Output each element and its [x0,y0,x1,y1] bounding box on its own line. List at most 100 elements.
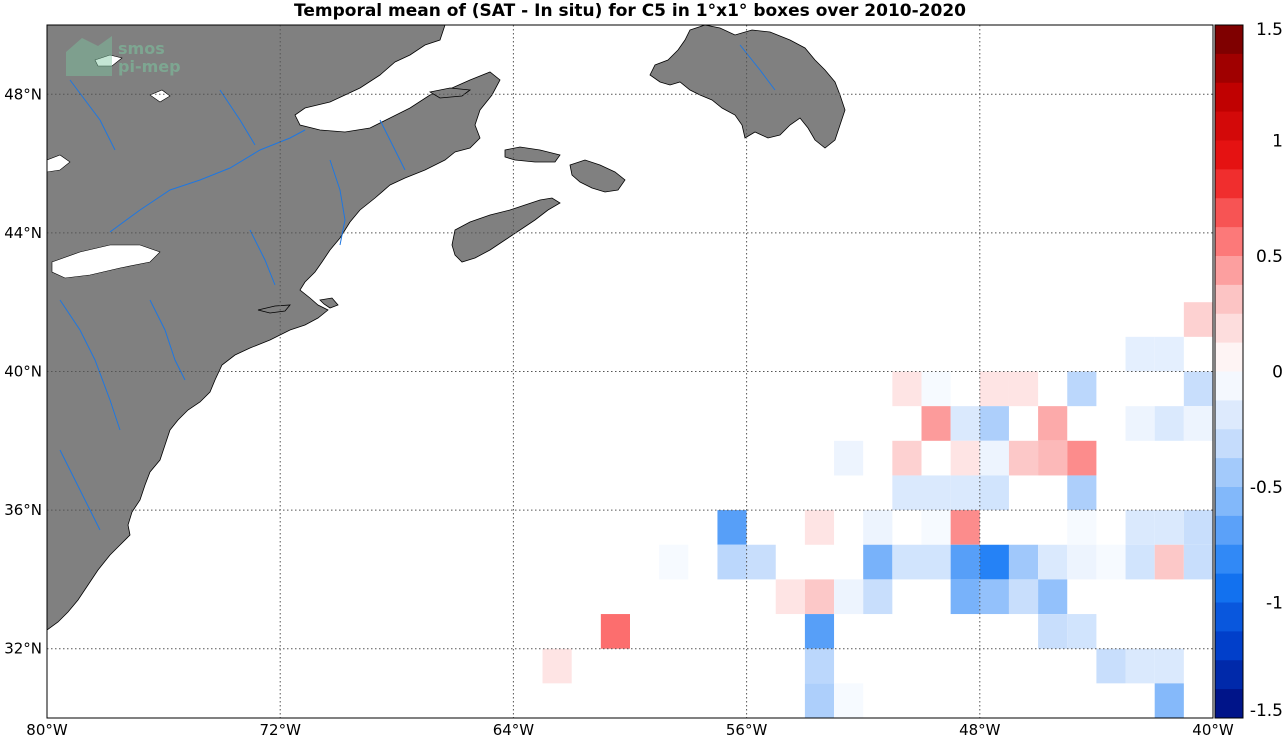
colorbar-segment [1215,53,1243,84]
data-cell [1067,614,1097,649]
river-saint-john [379,119,406,171]
colorbar-tick-label: -1 [1266,594,1283,614]
data-cell [1008,440,1039,476]
data-cell [1183,406,1213,441]
data-cell [746,544,776,580]
colorbar-segment [1215,25,1243,55]
lat-tick-label: 36°N [4,501,42,519]
st-lawrence-river [109,129,306,233]
colorbar-segment [1215,573,1243,603]
latitude-ticks: 32°N 36°N 40°N 44°N 48°N [4,85,42,657]
cape-breton-land [569,159,626,193]
watermark-icon [66,36,112,76]
data-cell [1271,510,1287,545]
colorbar-tick-label: -0.5 [1250,478,1283,498]
data-cell [921,371,951,407]
data-cell [1038,440,1068,476]
lon-tick-label: 80°W [26,721,68,738]
data-cell [1067,510,1097,545]
page-title: Temporal mean of (SAT - In situ) for C5 … [294,1,966,21]
colorbar-segment [1215,169,1243,199]
data-cell [717,544,747,580]
colorbar-segment [1215,602,1243,632]
colorbar-frame [1214,24,1244,719]
lon-tick-label: 48°W [959,721,1001,738]
watermark-line1: smos [118,39,165,58]
colorbar-segment [1215,227,1243,257]
data-cell [979,579,1009,615]
data-cell [950,579,980,615]
data-cell [1067,475,1097,511]
colorbar-segment [1215,284,1243,315]
long-island-land [257,304,291,314]
data-cell [1096,648,1126,684]
lat-tick-label: 40°N [4,363,42,381]
data-cell [1038,614,1068,649]
data-cell [1008,579,1039,615]
data-cell [834,440,864,476]
data-cell [659,544,689,580]
river-susquehanna [59,299,121,431]
data-cell [1154,544,1184,580]
data-cell [1038,579,1068,615]
colorbar-segment [1215,631,1243,661]
lat-tick-label: 48°N [4,85,42,103]
data-cell [921,544,951,580]
colorbar-tick-label: -1.5 [1250,701,1283,721]
colorbar-tick-label: 0.5 [1256,247,1283,267]
data-cell [717,510,747,545]
data-cell [804,648,835,684]
lon-tick-label: 72°W [259,721,301,738]
lon-tick-label: 56°W [726,721,768,738]
river-kennebec [329,159,346,246]
data-cell [1096,544,1126,580]
colorbar-ticks: 1.5 1 0.5 0 -0.5 -1 -1.5 [1250,20,1283,721]
lat-tick-label: 44°N [4,224,42,242]
graticule [47,25,1213,718]
data-cell [1008,544,1039,580]
river-roanoke [59,449,101,531]
data-cell [950,406,980,441]
data-cell [950,440,980,476]
data-cell [892,475,922,511]
data-cell [921,475,951,511]
colorbar-segment [1215,140,1243,170]
anticosti-island-land [428,87,472,99]
data-cell [979,475,1009,511]
river-hudson [149,299,186,381]
lake-ontario [51,244,161,279]
colorbar-tick-label: 0 [1272,363,1283,383]
data-cell [1125,510,1155,545]
data-cell [834,579,864,615]
data-cell [834,683,864,718]
colorbar [1215,25,1243,719]
data-cell [1183,510,1213,545]
plot-frame [46,24,1214,719]
data-cell [1242,406,1271,441]
data-cell [804,614,835,649]
longitude-ticks: 80°W 72°W 64°W 56°W 48°W 40°W [26,721,1234,738]
river-saguenay [219,89,256,146]
data-cell [1008,371,1039,407]
colorbar-segment [1215,458,1243,488]
data-cell [600,614,630,649]
data-cell [1183,544,1213,580]
data-cell [921,510,951,545]
watermark-logo: smos pi-mep [66,36,181,76]
data-cell [1067,440,1097,476]
data-cell [1242,372,1271,407]
lat-tick-label: 32°N [4,640,42,658]
data-cells [542,302,1287,718]
data-cell [1154,406,1184,441]
colorbar-segment [1215,198,1243,228]
newfoundland-land [649,25,846,149]
data-cell [979,544,1009,580]
north-america-land [47,25,501,631]
nova-scotia-land [451,197,561,263]
colorbar-segment [1215,689,1243,719]
colorbar-segment [1215,111,1243,141]
data-cell [1183,371,1213,407]
data-cell [950,510,980,545]
lake-huron-edge [47,154,71,173]
